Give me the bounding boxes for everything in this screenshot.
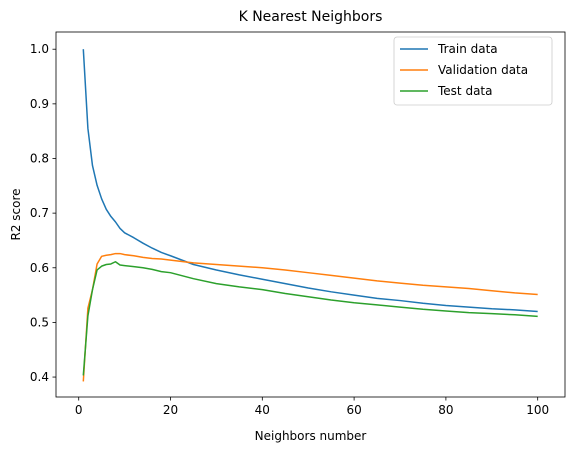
y-axis-ticks: 0.4 0.5 0.6 0.7 0.8 0.9 1.0 [30, 42, 56, 384]
x-tick-label: 0 [75, 403, 83, 417]
series-line-1 [82, 252, 538, 382]
y-tick-label: 0.6 [30, 261, 49, 275]
axes-frame [55, 31, 566, 398]
y-tick-label: 0.5 [30, 315, 49, 329]
legend: Train data Validation data Test data [393, 36, 553, 106]
series-line-2 [82, 261, 538, 376]
y-tick-label: 0.7 [30, 206, 49, 220]
x-tick-label: 80 [438, 403, 453, 417]
plot-lines [82, 49, 538, 382]
series-line-0 [82, 49, 538, 313]
y-tick-label: 1.0 [30, 42, 49, 56]
legend-label-1: Validation data [438, 63, 528, 77]
chart-title: K Nearest Neighbors [239, 9, 383, 25]
y-tick-label: 0.4 [30, 370, 49, 384]
legend-label-2: Test data [437, 84, 492, 98]
x-tick-label: 60 [346, 403, 361, 417]
x-tick-label: 40 [255, 403, 270, 417]
x-axis-ticks: 0 20 40 60 80 100 [75, 397, 549, 417]
x-tick-label: 20 [163, 403, 178, 417]
x-axis-label: Neighbors number [255, 429, 367, 443]
legend-box [393, 36, 553, 106]
y-axis-label: R2 score [9, 188, 23, 240]
x-tick-label: 100 [526, 403, 549, 417]
legend-label-0: Train data [437, 42, 498, 56]
y-tick-label: 0.8 [30, 151, 49, 165]
y-tick-label: 0.9 [30, 97, 49, 111]
